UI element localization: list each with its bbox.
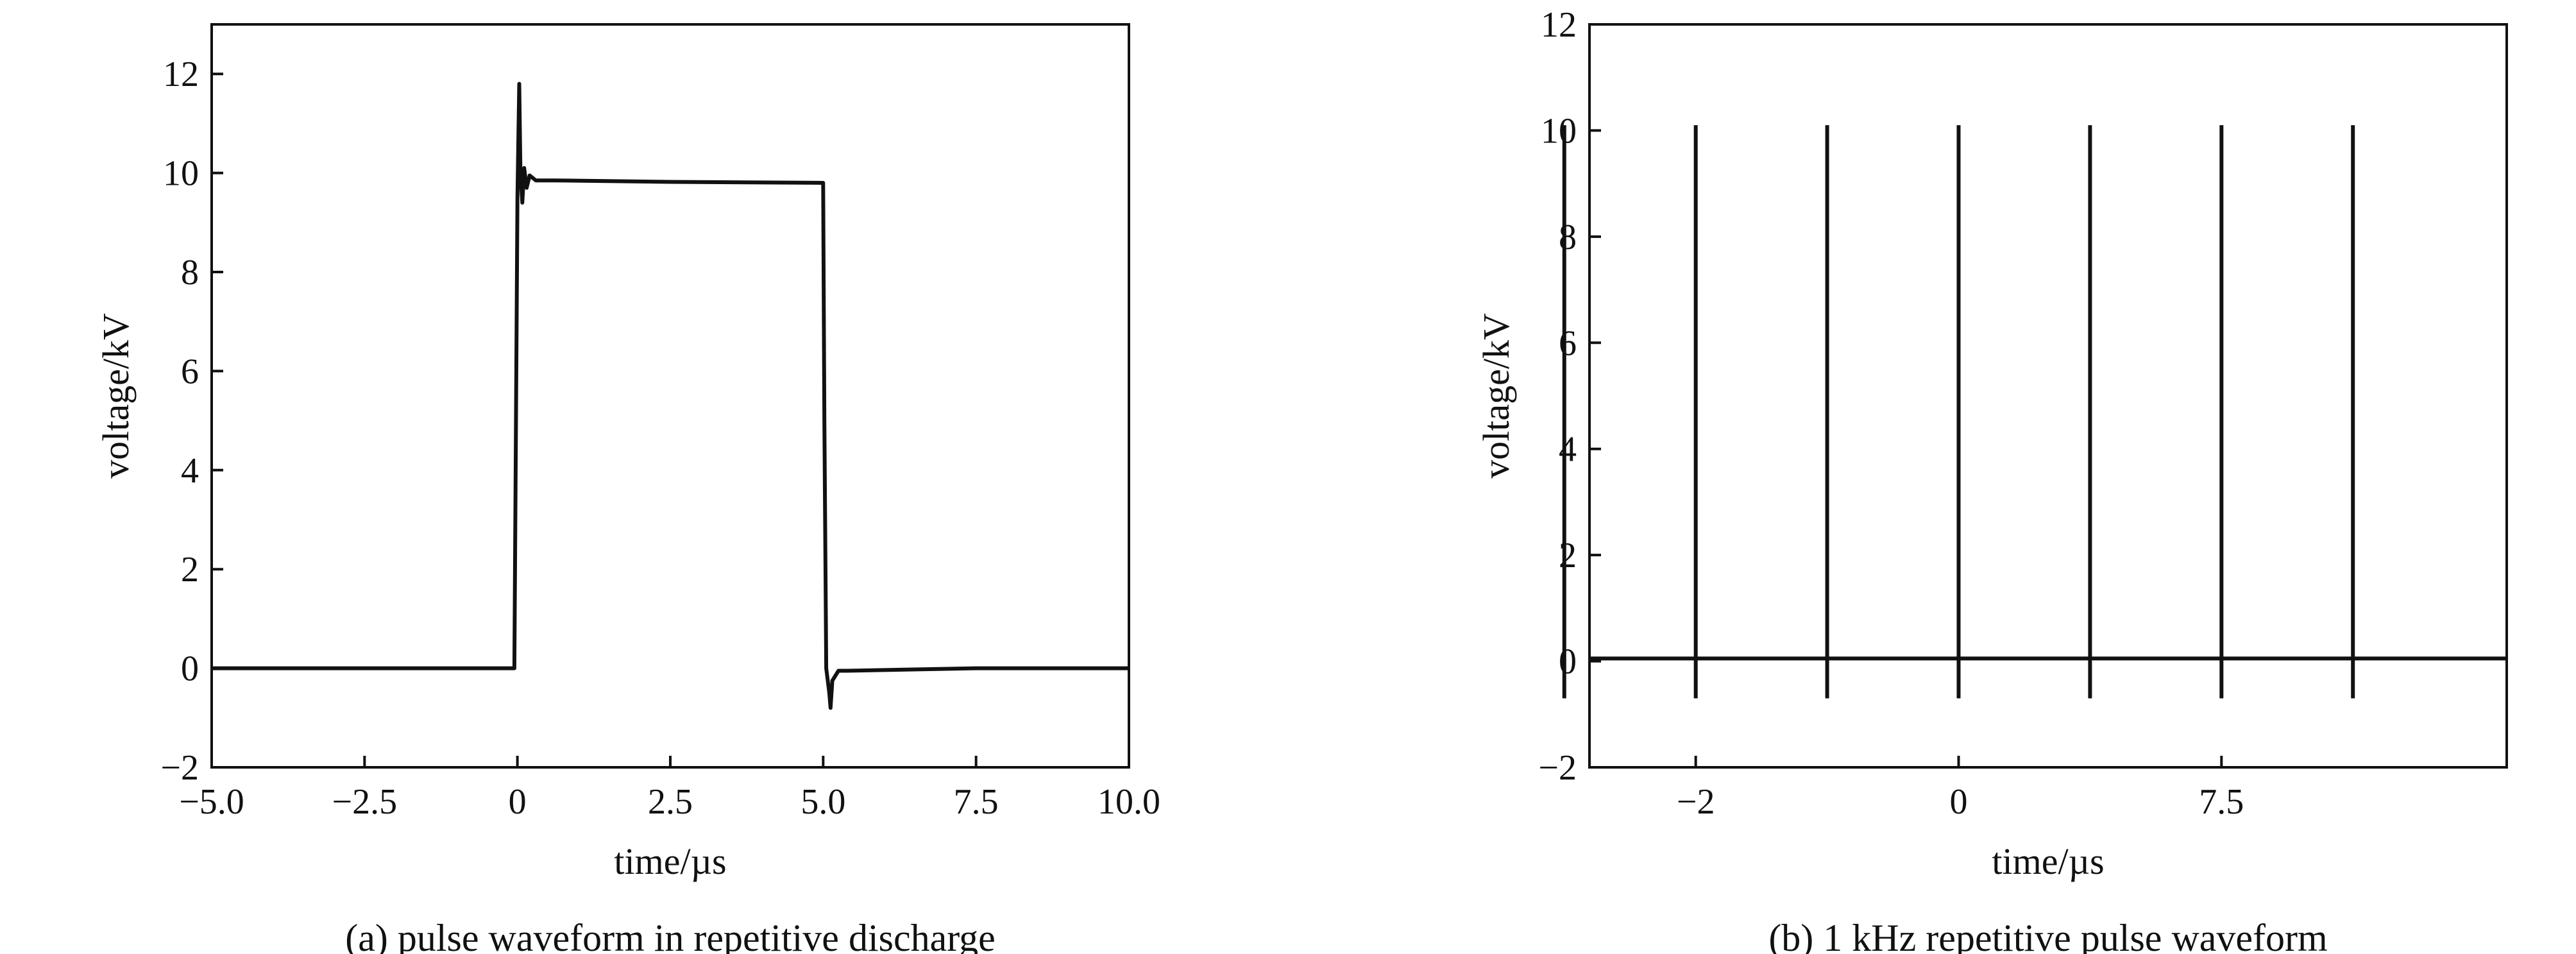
x-tick-label-b: 0	[1949, 782, 1967, 822]
y-tick-label-a: 0	[181, 649, 199, 689]
y-axis-label-a: voltage/kV	[95, 313, 137, 479]
y-tick-label-a: 10	[163, 154, 199, 194]
x-tick-label-a: 10.0	[1097, 782, 1160, 822]
y-tick-label-b: 2	[1559, 536, 1577, 575]
y-tick-label-a: 2	[181, 550, 199, 590]
chart-panel-b: −2 0 2 4 6 8 10 12 −2 0 7.5 time/µs voltage/kV (b…	[1475, 5, 2508, 954]
y-tick-label-b: 4	[1559, 430, 1577, 470]
waveform-lines-b	[1562, 125, 2507, 699]
x-tick-label-a: 5.0	[801, 782, 845, 822]
x-tick-label-a: −5.0	[179, 782, 244, 822]
caption-b: (b) 1 kHz repetitive pulse waveform	[1768, 917, 2327, 954]
caption-a: (a) pulse waveform in repetitive dischar…	[345, 917, 996, 954]
y-tick-label-a: −2	[160, 748, 199, 788]
y-tick-label-a: 6	[181, 352, 199, 391]
x-tick-label-b: −2	[1677, 782, 1715, 822]
y-tick-label-b: 6	[1559, 323, 1577, 363]
x-tick-label-a: 0	[509, 782, 527, 822]
plot-frame-a	[210, 23, 1130, 769]
x-axis-a: −5.0 −2.5 0 2.5 5.0 7.5 10.0	[179, 756, 1160, 822]
x-axis-b: −2 0 7.5	[1677, 756, 2244, 822]
y-axis-a: −2 0 2 4 6 8 10 12	[160, 55, 223, 788]
y-tick-label-b: 12	[1541, 5, 1577, 45]
x-tick-label-a: 2.5	[648, 782, 693, 822]
y-tick-label-b: −2	[1538, 748, 1577, 788]
y-tick-label-b: 8	[1559, 217, 1577, 257]
y-axis-b: −2 0 2 4 6 8 10 12	[1538, 5, 1601, 788]
y-tick-label-b: 10	[1541, 111, 1577, 151]
x-tick-label-b: 7.5	[2199, 782, 2244, 822]
x-tick-label-a: −2.5	[332, 782, 398, 822]
y-tick-label-a: 4	[181, 451, 199, 491]
y-tick-label-a: 8	[181, 253, 199, 293]
x-axis-label-b: time/µs	[1992, 840, 2104, 882]
x-axis-label-a: time/µs	[614, 840, 726, 882]
y-axis-label-b: voltage/kV	[1475, 313, 1517, 479]
plot-frame-b	[1588, 23, 2508, 769]
x-tick-label-a: 7.5	[954, 782, 999, 822]
waveform-line-a	[212, 81, 1129, 710]
chart-panel-a: −2 0 2 4 6 8 10 12 −5.0 −2.5 0 2.5 5.0 7.5 10.0 time/…	[95, 23, 1160, 954]
y-tick-label-a: 12	[163, 55, 199, 94]
y-tick-label-b: 0	[1559, 642, 1577, 682]
